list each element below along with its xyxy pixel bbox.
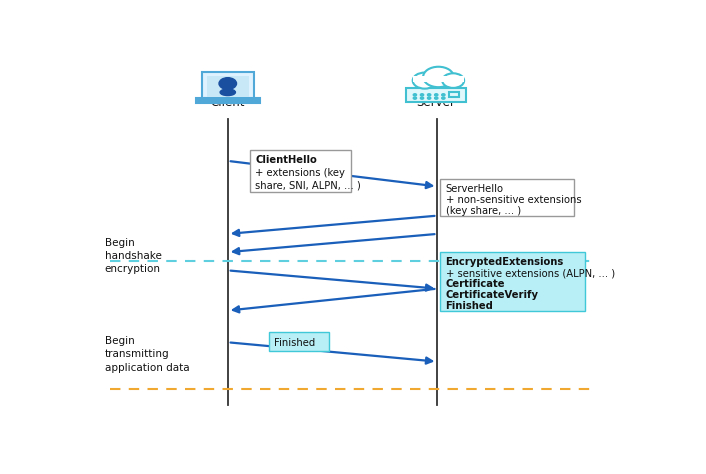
Text: EncryptedExtensions: EncryptedExtensions [445, 257, 564, 267]
FancyBboxPatch shape [440, 179, 574, 216]
Circle shape [435, 94, 438, 96]
Text: Finished: Finished [445, 301, 493, 311]
Text: Client: Client [210, 96, 245, 109]
Text: Server: Server [417, 96, 455, 109]
FancyBboxPatch shape [250, 150, 351, 192]
FancyBboxPatch shape [207, 76, 249, 97]
Text: Begin
handshake
encryption: Begin handshake encryption [104, 237, 162, 274]
Text: ServerHello: ServerHello [445, 184, 503, 194]
FancyBboxPatch shape [201, 72, 254, 100]
Circle shape [427, 94, 431, 96]
Text: + extensions (key: + extensions (key [255, 168, 345, 178]
Circle shape [420, 97, 424, 99]
FancyBboxPatch shape [196, 99, 260, 103]
Text: + non-sensitive extensions: + non-sensitive extensions [445, 195, 581, 205]
Circle shape [219, 78, 237, 90]
Text: + sensitive extensions (ALPN, ... ): + sensitive extensions (ALPN, ... ) [445, 268, 615, 278]
FancyBboxPatch shape [450, 92, 459, 97]
Circle shape [413, 73, 437, 89]
Circle shape [413, 97, 417, 99]
Circle shape [420, 94, 424, 96]
Circle shape [442, 73, 464, 88]
Text: Certificate: Certificate [445, 279, 505, 289]
Text: share, SNI, ALPN, ... ): share, SNI, ALPN, ... ) [255, 181, 361, 191]
Ellipse shape [220, 89, 235, 96]
Circle shape [442, 94, 445, 96]
Circle shape [423, 67, 454, 87]
FancyBboxPatch shape [405, 88, 466, 102]
Circle shape [427, 97, 431, 99]
FancyBboxPatch shape [413, 76, 464, 82]
FancyBboxPatch shape [440, 252, 585, 310]
Circle shape [435, 97, 438, 99]
Text: ClientHello: ClientHello [255, 155, 317, 165]
Text: (key share, ... ): (key share, ... ) [445, 206, 520, 216]
Circle shape [413, 94, 417, 96]
Text: Begin
transmitting
application data: Begin transmitting application data [104, 336, 189, 373]
Circle shape [442, 97, 445, 99]
FancyBboxPatch shape [269, 332, 329, 351]
Text: CertificateVerify: CertificateVerify [445, 290, 539, 301]
Text: Finished: Finished [274, 337, 316, 347]
